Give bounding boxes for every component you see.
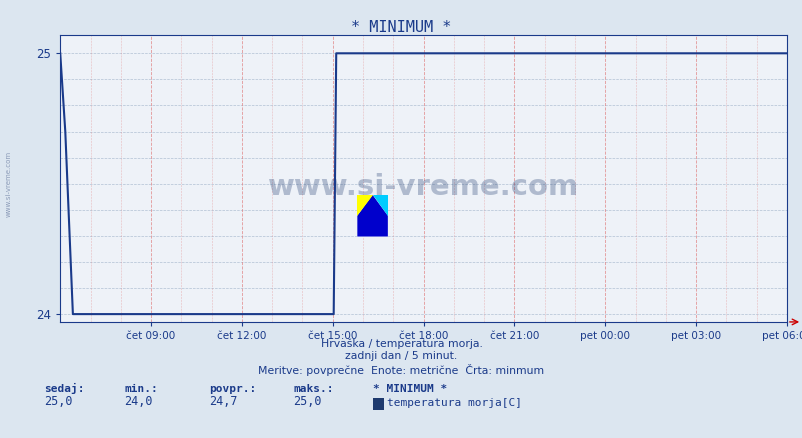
Text: sedaj:: sedaj: <box>44 383 84 394</box>
Text: Meritve: povprečne  Enote: metrične  Črta: minmum: Meritve: povprečne Enote: metrične Črta:… <box>258 364 544 376</box>
Text: * MINIMUM *: * MINIMUM * <box>373 384 447 394</box>
Text: 25,0: 25,0 <box>293 395 321 408</box>
Polygon shape <box>357 195 372 215</box>
Text: temperatura morja[C]: temperatura morja[C] <box>387 398 521 408</box>
Polygon shape <box>357 195 387 237</box>
Text: * MINIMUM *: * MINIMUM * <box>351 20 451 35</box>
Text: 25,0: 25,0 <box>44 395 72 408</box>
Text: 24,7: 24,7 <box>209 395 237 408</box>
Text: povpr.:: povpr.: <box>209 384 256 394</box>
Text: 24,0: 24,0 <box>124 395 152 408</box>
Text: min.:: min.: <box>124 384 158 394</box>
Text: zadnji dan / 5 minut.: zadnji dan / 5 minut. <box>345 351 457 361</box>
Text: Hrvaška / temperatura morja.: Hrvaška / temperatura morja. <box>320 338 482 349</box>
Text: maks.:: maks.: <box>293 384 333 394</box>
Polygon shape <box>372 195 387 215</box>
Text: www.si-vreme.com: www.si-vreme.com <box>6 151 12 217</box>
Text: www.si-vreme.com: www.si-vreme.com <box>268 173 578 201</box>
